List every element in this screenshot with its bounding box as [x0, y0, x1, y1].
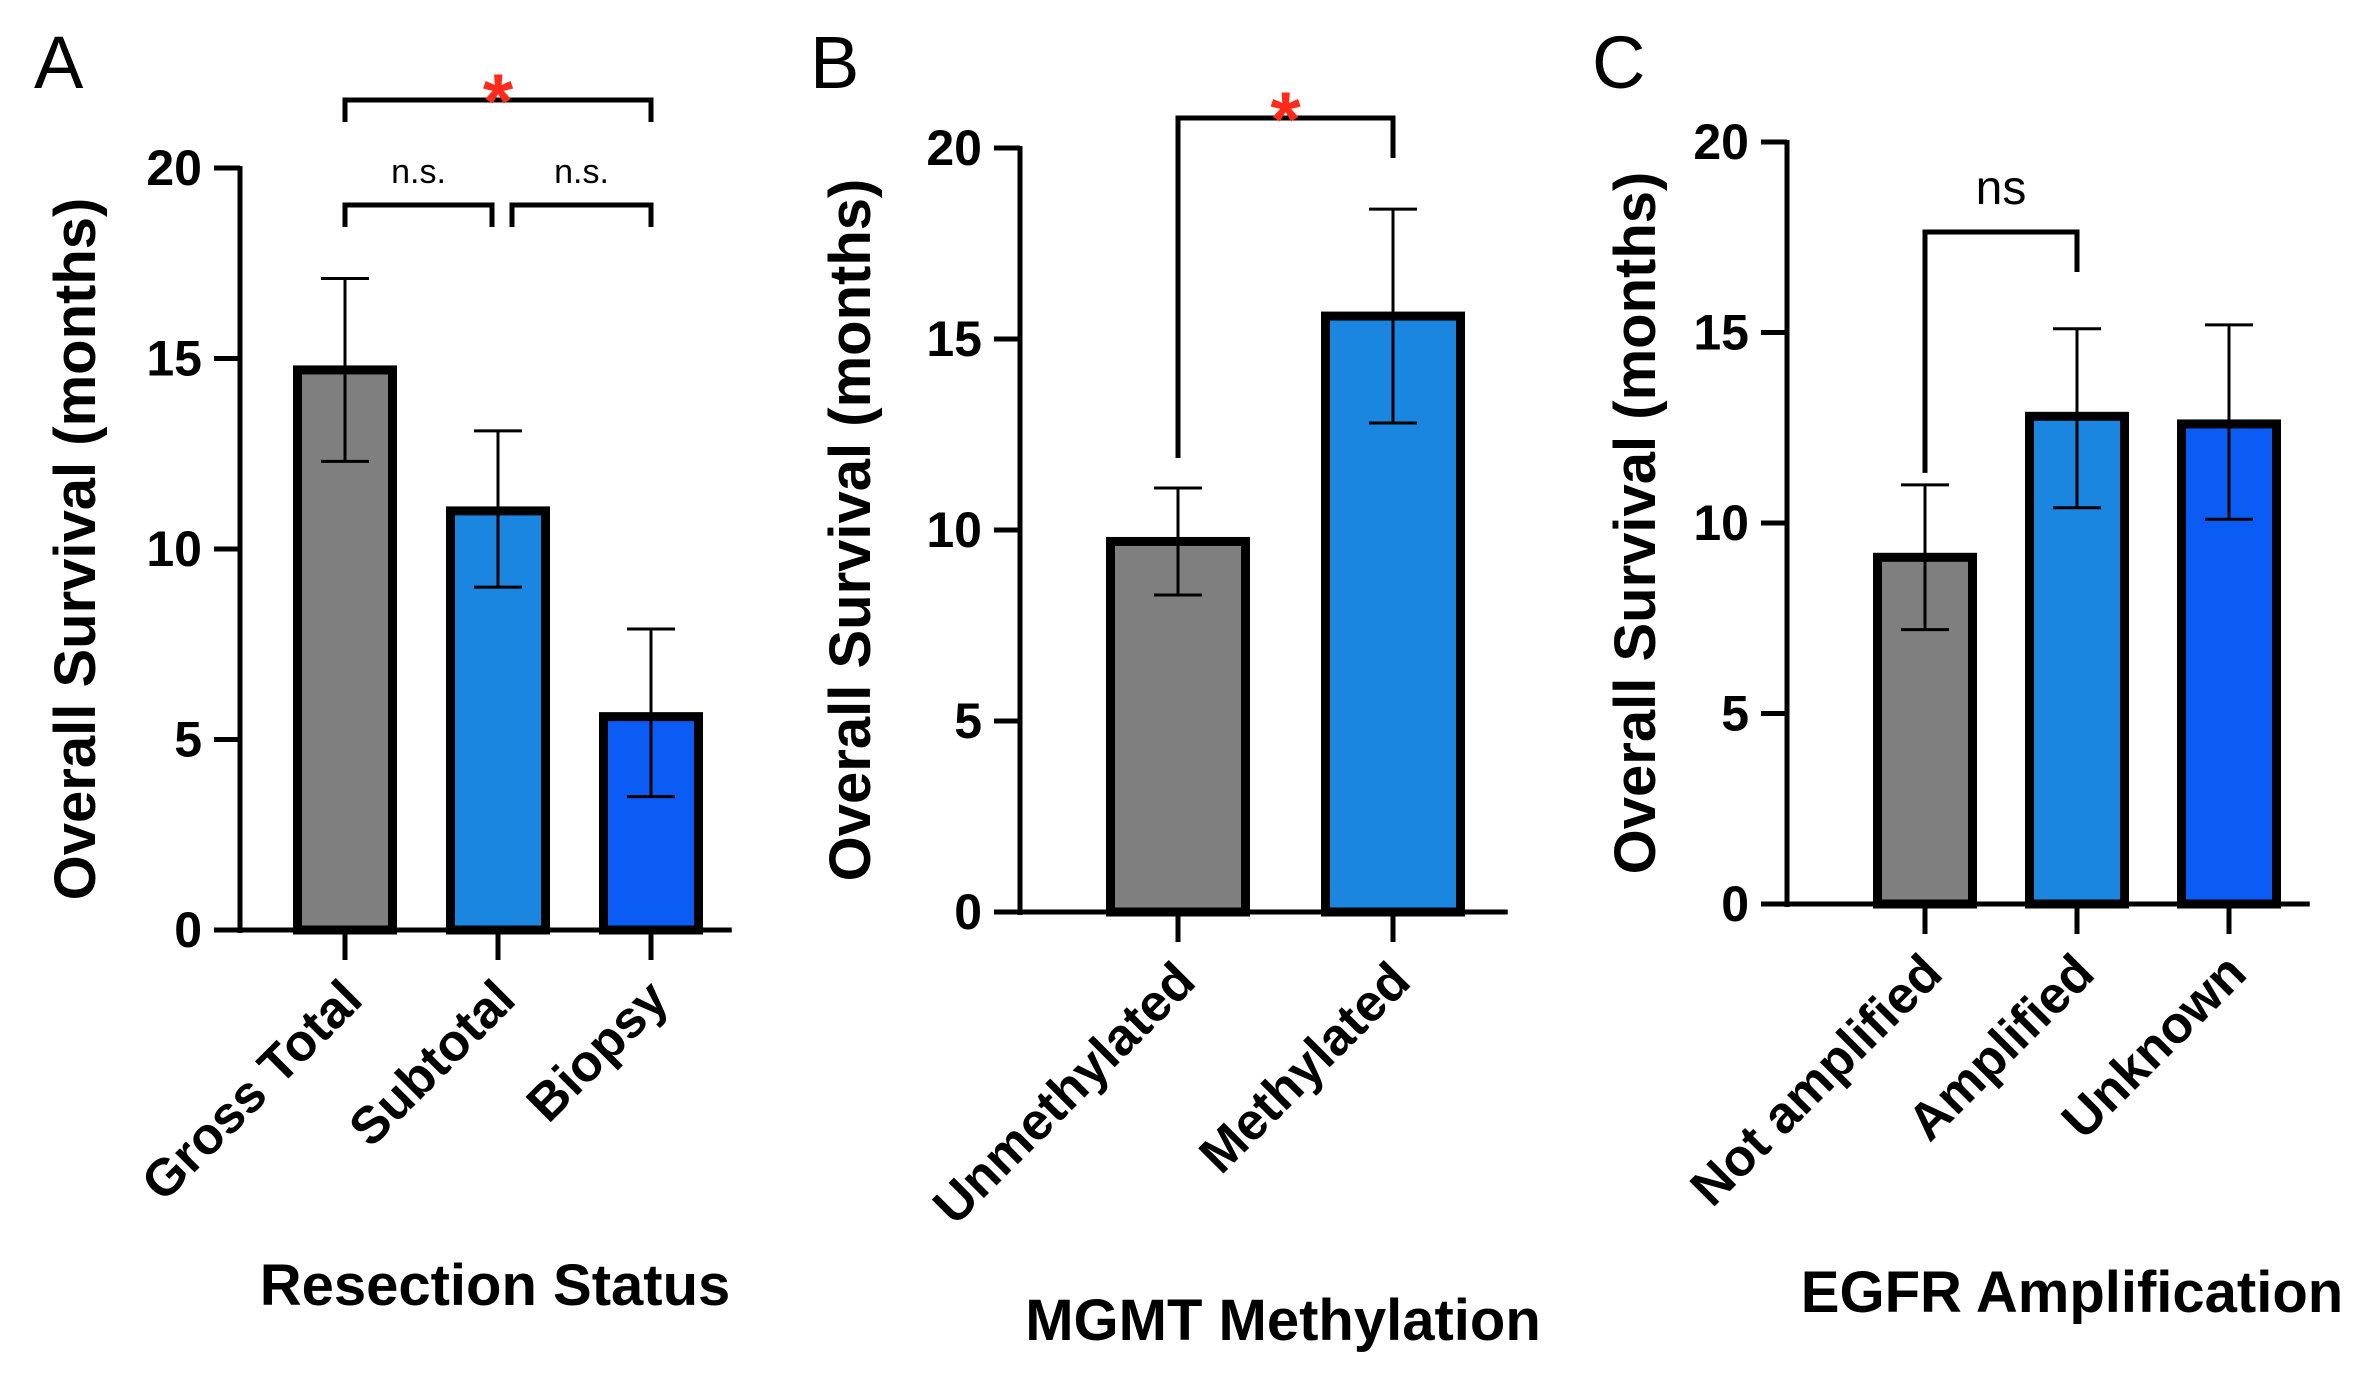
y-axis-title: Overall Survival (months): [1603, 172, 1668, 875]
y-tick-label: 20: [146, 140, 202, 196]
significance-label: n.s.: [391, 153, 446, 191]
significance-label: *: [1270, 75, 1301, 163]
panel-letter: B: [810, 21, 859, 104]
y-tick-label: 10: [926, 502, 982, 558]
panel-a: A 0 5 10 15 20 Overall Survival (months) Gross …: [34, 21, 732, 1318]
significance-bracket: [342, 202, 495, 227]
y-tick-label: 0: [174, 902, 202, 958]
panel-b: B 0 5 10 15 20 Overall Survival (months) Unmeth…: [810, 21, 1541, 1353]
x-tick-label: Subtotal: [338, 969, 526, 1157]
y-tick-label: 5: [174, 712, 202, 768]
y-tick-label: 20: [1693, 114, 1749, 170]
y-tick-label: 5: [1721, 686, 1749, 742]
significance-label: ns: [1976, 162, 2027, 215]
y-tick-label: 15: [146, 331, 202, 387]
panel-letter: A: [34, 21, 84, 104]
significance-bracket: [509, 202, 654, 227]
y-tick-label: 0: [954, 884, 982, 940]
x-axis-title: MGMT Methylation: [1025, 1288, 1541, 1353]
y-axis-title: Overall Survival (months): [43, 198, 108, 901]
x-tick-label: Unmethylated: [922, 951, 1206, 1235]
panel-c: C 0 5 10 15 20 Overall Survival (months) Not am…: [1592, 21, 2343, 1325]
y-tick-label: 10: [1693, 495, 1749, 551]
significance-label: *: [483, 57, 514, 145]
significance-bracket: [1922, 229, 2080, 473]
x-tick-label: Biopsy: [516, 969, 680, 1133]
x-tick-label: Methylated: [1188, 951, 1421, 1184]
y-tick-label: 15: [926, 311, 982, 367]
significance-bracket: [342, 97, 654, 122]
y-tick-label: 0: [1721, 876, 1749, 932]
y-tick-label: 5: [954, 693, 982, 749]
y-tick-label: 20: [926, 120, 982, 176]
x-tick-label: Gross Total: [131, 969, 374, 1212]
significance-bracket: [1175, 115, 1396, 458]
x-axis-title: EGFR Amplification: [1801, 1260, 2343, 1325]
y-tick-label: 15: [1693, 305, 1749, 361]
significance-label: n.s.: [554, 153, 609, 191]
panel-letter: C: [1592, 21, 1645, 104]
x-axis-title: Resection Status: [260, 1253, 731, 1318]
x-tick-label: Not amplified: [1680, 943, 1954, 1217]
bar: [1106, 536, 1250, 917]
y-tick-label: 10: [146, 521, 202, 577]
y-axis-title: Overall Survival (months): [818, 179, 883, 882]
